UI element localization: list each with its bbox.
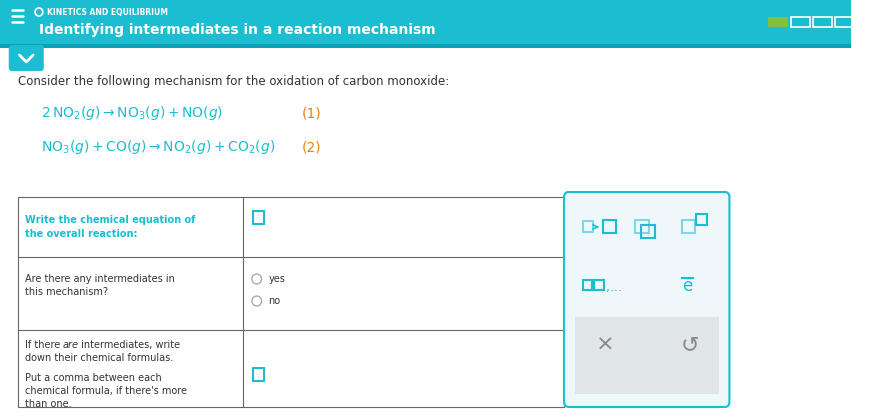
- Bar: [253, 211, 263, 224]
- Text: this mechanism?: this mechanism?: [25, 287, 108, 297]
- Text: 1/3: 1/3: [862, 17, 875, 27]
- Text: Write the chemical equation of: Write the chemical equation of: [25, 215, 196, 225]
- Bar: [0, 0, 851, 44]
- Text: ↺: ↺: [682, 335, 700, 355]
- FancyBboxPatch shape: [564, 192, 730, 407]
- Bar: [603, 220, 616, 233]
- Text: ×: ×: [596, 335, 614, 355]
- Text: down their chemical formulas.: down their chemical formulas.: [25, 353, 173, 363]
- Text: (1): (1): [302, 106, 321, 120]
- Bar: [635, 220, 648, 233]
- Bar: [18, 197, 564, 407]
- Text: $\mathrm{\bar{e}}$: $\mathrm{\bar{e}}$: [682, 278, 693, 296]
- Bar: [640, 225, 654, 238]
- Text: the overall reaction:: the overall reaction:: [25, 229, 137, 239]
- Bar: [791, 17, 810, 27]
- Bar: [768, 17, 788, 27]
- Text: intermediates, write: intermediates, write: [78, 340, 180, 350]
- Text: Consider the following mechanism for the oxidation of carbon monoxide:: Consider the following mechanism for the…: [18, 75, 449, 88]
- Text: KINETICS AND EQUILIBRIUM: KINETICS AND EQUILIBRIUM: [46, 8, 168, 16]
- Bar: [696, 214, 707, 225]
- Bar: [813, 17, 832, 27]
- Text: than one.: than one.: [25, 399, 72, 409]
- Bar: [836, 17, 855, 27]
- Bar: [682, 220, 696, 233]
- Text: no: no: [269, 296, 281, 306]
- Bar: [583, 280, 592, 290]
- Bar: [594, 280, 604, 290]
- Text: yes: yes: [269, 274, 285, 284]
- Text: Are there any intermediates in: Are there any intermediates in: [25, 274, 175, 284]
- Text: $2\,\mathrm{NO_2}(g) \rightarrow \mathrm{NO_3}(g) + \mathrm{NO}(g)$: $2\,\mathrm{NO_2}(g) \rightarrow \mathrm…: [41, 104, 223, 122]
- Bar: [575, 317, 718, 394]
- Text: are: are: [62, 340, 78, 350]
- Bar: [253, 368, 263, 381]
- Text: ,...: ,...: [606, 280, 622, 293]
- FancyBboxPatch shape: [9, 45, 44, 71]
- Text: If there: If there: [25, 340, 64, 350]
- Text: $\mathrm{NO_3}(g) + \mathrm{CO}(g) \rightarrow \mathrm{NO_2}(g) + \mathrm{CO_2}(: $\mathrm{NO_3}(g) + \mathrm{CO}(g) \righ…: [41, 138, 276, 156]
- Bar: [583, 221, 593, 232]
- Text: (2): (2): [302, 140, 321, 154]
- Bar: [0, 44, 851, 48]
- Text: Identifying intermediates in a reaction mechanism: Identifying intermediates in a reaction …: [38, 23, 436, 37]
- Text: chemical formula, if there's more: chemical formula, if there's more: [25, 386, 187, 396]
- Text: Put a comma between each: Put a comma between each: [25, 373, 162, 383]
